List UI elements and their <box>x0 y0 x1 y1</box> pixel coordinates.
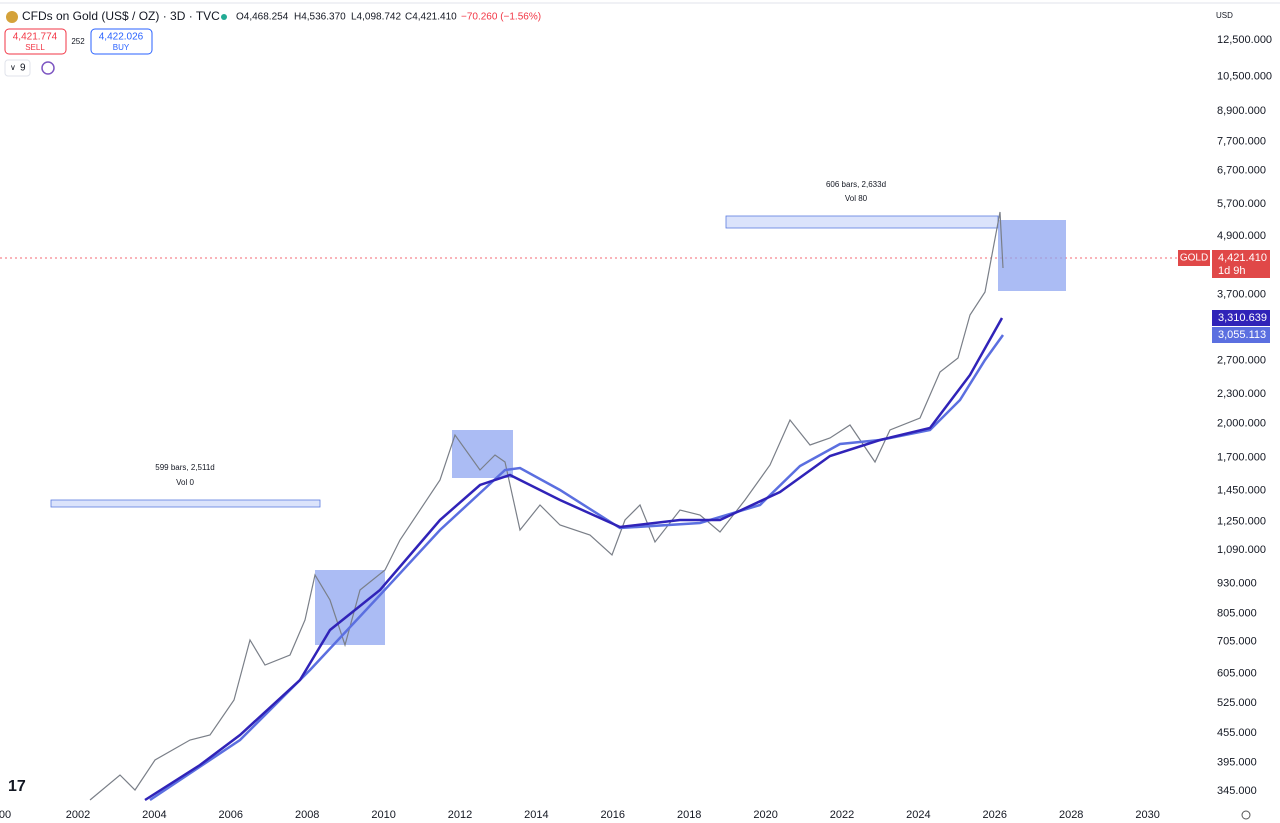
time-axis-label: 2012 <box>448 809 472 821</box>
symbol-icon <box>6 11 18 23</box>
price-axis-label: 525.000 <box>1217 697 1257 709</box>
time-axis-label: 2014 <box>524 809 548 821</box>
time-axis-label: 2024 <box>906 809 930 821</box>
price-axis-label: 345.000 <box>1217 785 1257 797</box>
settings-icon[interactable] <box>1241 810 1251 820</box>
price-axis-label: 705.000 <box>1217 635 1257 647</box>
indicators-toggle[interactable] <box>4 59 31 77</box>
time-axis-label: 2016 <box>601 809 625 821</box>
highlight-box <box>315 570 385 645</box>
symbol-badge-label: GOLD <box>1180 253 1208 264</box>
indicator-count[interactable]: 9 <box>20 63 26 74</box>
price-axis-label: 1,250.000 <box>1217 516 1266 528</box>
date-range <box>725 215 999 229</box>
sell-label[interactable]: SELL <box>25 43 45 52</box>
moving-average <box>144 317 1004 802</box>
price-axis-label: 1,700.000 <box>1217 451 1266 463</box>
ohlc-low: L4,098.742 <box>351 12 401 23</box>
price-axis-label: 7,700.000 <box>1217 135 1266 147</box>
ma-badge <box>1212 327 1270 343</box>
time-axis-label: 2020 <box>753 809 777 821</box>
range-bars: 599 bars, 2,511d <box>155 463 214 472</box>
highlight-box <box>998 220 1066 291</box>
time-axis-label: 2026 <box>983 809 1007 821</box>
time-axis-label: 00 <box>0 809 11 821</box>
time-axis-label: 2002 <box>66 809 90 821</box>
time-axis-label: 2022 <box>830 809 854 821</box>
chevron[interactable]: ∨ <box>10 63 16 72</box>
price-badge-label: 4,421.410 <box>1218 252 1267 264</box>
price-axis-label: 2,300.000 <box>1217 388 1266 400</box>
time-axis-label: 2030 <box>1135 809 1159 821</box>
spread: 252 <box>71 37 85 46</box>
buy-button[interactable] <box>90 28 153 55</box>
highlight-box <box>452 430 513 478</box>
time-axis-label: 2018 <box>677 809 701 821</box>
price-series <box>89 211 1004 801</box>
price-axis-label: 2,700.000 <box>1217 354 1266 366</box>
symbol-badge <box>1178 250 1210 266</box>
currency[interactable]: USD <box>1216 11 1233 20</box>
price-axis-label: 1,450.000 <box>1217 485 1266 497</box>
price-badge <box>1212 250 1270 278</box>
range-bars: 606 bars, 2,633d <box>826 180 886 189</box>
price-axis-label: 5,700.000 <box>1217 198 1266 210</box>
ma-badge <box>1212 310 1270 326</box>
countdown: 1d 9h <box>1218 265 1246 277</box>
price-axis-label: 6,700.000 <box>1217 164 1266 176</box>
time-axis-label: 2008 <box>295 809 319 821</box>
price-axis-label: 12,500.000 <box>1217 34 1272 46</box>
price-axis-label: 395.000 <box>1217 757 1257 769</box>
price-axis-label: 2,000.000 <box>1217 417 1266 429</box>
price-axis-label: 10,500.000 <box>1217 70 1272 82</box>
ma-badge-label: 3,055.113 <box>1218 329 1266 341</box>
time-axis-label: 2006 <box>219 809 243 821</box>
price-axis-label: 455.000 <box>1217 727 1257 739</box>
price-axis-label: 805.000 <box>1217 608 1257 620</box>
price-axis-label: 3,700.000 <box>1217 289 1266 301</box>
time-axis-label: 2004 <box>142 809 166 821</box>
time-axis-label: 2010 <box>371 809 395 821</box>
symbol-title: CFDs on Gold (US$ / OZ) · 3D · TVC <box>22 9 220 23</box>
price-axis-label: 605.000 <box>1217 667 1257 679</box>
market-status <box>221 14 227 20</box>
ohlc-change: −70.260 (−1.56%) <box>461 12 541 23</box>
ohlc-close: C4,421.410 <box>405 12 457 23</box>
sell-price[interactable]: 4,421.774 <box>13 32 58 43</box>
price-axis-label: 4,900.000 <box>1217 230 1266 242</box>
time-axis-label: 2028 <box>1059 809 1083 821</box>
price-axis-label: 8,900.000 <box>1217 105 1266 117</box>
date-range <box>50 499 321 508</box>
logo: 17 <box>8 778 26 795</box>
range-vol: Vol 0 <box>176 478 194 487</box>
price-axis-label: 1,090.000 <box>1217 544 1266 556</box>
buy-price[interactable]: 4,422.026 <box>99 32 144 43</box>
sell-button[interactable] <box>4 28 67 55</box>
buy-label[interactable]: BUY <box>113 43 130 52</box>
ohlc-high: H4,536.370 <box>294 12 346 23</box>
ohlc-open: O4,468.254 <box>236 12 289 23</box>
sync-icon[interactable] <box>41 61 55 75</box>
moving-average <box>149 334 1005 802</box>
range-vol: Vol 80 <box>845 194 868 203</box>
ma-badge-label: 3,310.639 <box>1218 312 1267 324</box>
price-axis-label: 930.000 <box>1217 577 1257 589</box>
